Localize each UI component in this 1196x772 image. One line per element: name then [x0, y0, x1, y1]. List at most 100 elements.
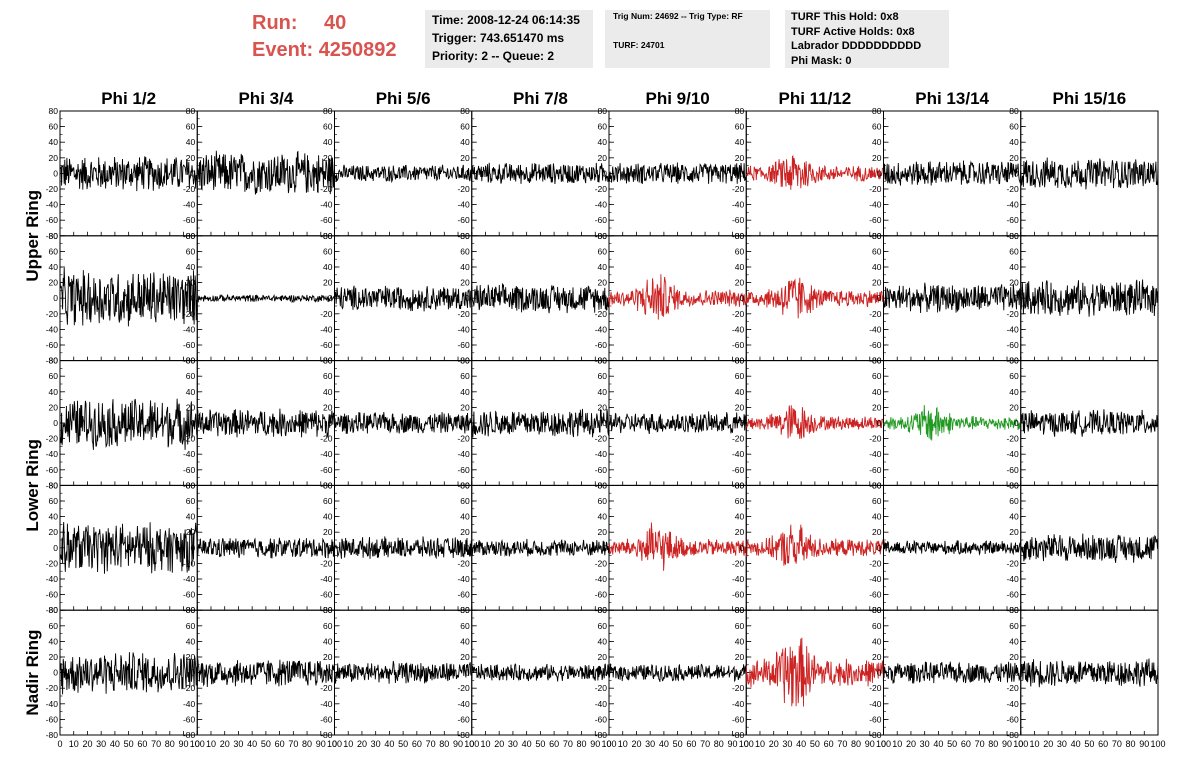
x-tick-label: 30 — [782, 739, 792, 749]
y-tick-label: -60 — [457, 465, 470, 475]
y-tick-label: 20 — [1009, 153, 1019, 163]
waveform-trace — [59, 267, 198, 327]
y-tick-label: 0 — [191, 293, 196, 303]
y-tick-label: 40 — [872, 387, 882, 397]
y-tick-label: 0 — [602, 168, 607, 178]
waveform-trace — [608, 411, 747, 435]
x-tick-label: 100 — [464, 739, 479, 749]
y-tick-label: 20 — [735, 652, 745, 662]
y-tick-label: 40 — [460, 512, 470, 522]
waveform-trace — [883, 160, 1022, 186]
waveform-trace — [196, 658, 335, 688]
y-tick-label: 20 — [735, 402, 745, 412]
x-tick-label: 20 — [631, 739, 641, 749]
column-title: Phi 11/12 — [778, 89, 851, 108]
y-tick-label: -80 — [46, 231, 59, 241]
y-tick-label: 20 — [735, 527, 745, 537]
y-tick-label: 40 — [186, 387, 196, 397]
y-tick-label: -60 — [595, 215, 608, 225]
trig-line: Trig Num: 24692 -- Trig Type: RF — [613, 11, 743, 21]
y-tick-label: 20 — [323, 278, 333, 288]
y-tick-label: 40 — [460, 137, 470, 147]
y-tick-label: 40 — [735, 262, 745, 272]
y-tick-label: 80 — [186, 231, 196, 241]
waveform-trace — [608, 663, 747, 683]
y-tick-label: 80 — [186, 605, 196, 615]
y-tick-label: 40 — [735, 636, 745, 646]
y-tick-label: 80 — [1009, 106, 1019, 116]
y-tick-label: 0 — [191, 668, 196, 678]
y-tick-label: 80 — [323, 231, 333, 241]
y-tick-label: -40 — [183, 324, 196, 334]
y-tick-label: -20 — [869, 683, 882, 693]
y-tick-label: 80 — [323, 605, 333, 615]
y-tick-label: -20 — [457, 309, 470, 319]
y-tick-label: 40 — [323, 512, 333, 522]
y-tick-label: 0 — [328, 418, 333, 428]
x-tick-label: 50 — [124, 739, 134, 749]
y-tick-label: 20 — [1009, 652, 1019, 662]
y-tick-label: -20 — [183, 558, 196, 568]
y-tick-label: 0 — [1014, 293, 1019, 303]
waveform-trace — [1020, 157, 1159, 190]
y-tick-label: 0 — [740, 543, 745, 553]
time-line: Time: 2008-12-24 06:14:35 — [432, 13, 580, 27]
y-tick-label: 0 — [877, 168, 882, 178]
y-tick-label: 20 — [186, 527, 196, 537]
x-tick-label: 0 — [332, 739, 337, 749]
event-value: 4250892 — [318, 39, 397, 61]
y-tick-label: -40 — [1006, 449, 1019, 459]
y-tick-label: -20 — [183, 309, 196, 319]
y-tick-label: -20 — [595, 558, 608, 568]
y-tick-label: -80 — [46, 605, 59, 615]
y-tick-label: -80 — [46, 730, 59, 740]
waveform-trace — [883, 539, 1022, 556]
y-tick-label: 60 — [872, 122, 882, 132]
x-tick-label: 80 — [851, 739, 861, 749]
y-tick-label: -40 — [869, 574, 882, 584]
waveform-trace — [1020, 533, 1159, 563]
y-tick-label: -80 — [46, 480, 59, 490]
x-tick-label: 70 — [1112, 739, 1122, 749]
waveform-trace — [746, 524, 884, 566]
y-tick-label: 40 — [186, 137, 196, 147]
waveform-trace — [196, 408, 335, 438]
y-tick-label: -40 — [732, 324, 745, 334]
y-tick-label: 20 — [323, 527, 333, 537]
y-tick-label: 80 — [1009, 356, 1019, 366]
waveform-trace — [334, 411, 473, 434]
y-tick-label: 40 — [49, 512, 59, 522]
y-tick-label: -20 — [320, 683, 333, 693]
x-tick-label: 10 — [1029, 739, 1039, 749]
y-tick-label: 60 — [186, 246, 196, 256]
x-tick-label: 100 — [327, 739, 342, 749]
y-tick-label: 40 — [460, 636, 470, 646]
y-tick-label: 20 — [49, 278, 59, 288]
turf-line: TURF: 24701 — [613, 40, 665, 50]
y-tick-label: 80 — [460, 480, 470, 490]
x-tick-label: 10 — [892, 739, 902, 749]
y-tick-label: 0 — [1014, 168, 1019, 178]
y-tick-label: 60 — [872, 496, 882, 506]
y-tick-label: 40 — [460, 387, 470, 397]
y-tick-label: -40 — [457, 200, 470, 210]
y-tick-label: 80 — [460, 106, 470, 116]
y-tick-label: -60 — [869, 340, 882, 350]
x-tick-label: 50 — [1084, 739, 1094, 749]
x-tick-label: 60 — [824, 739, 834, 749]
y-tick-label: -20 — [595, 184, 608, 194]
y-tick-label: 60 — [1009, 621, 1019, 631]
y-tick-label: 80 — [735, 106, 745, 116]
y-tick-label: -60 — [183, 590, 196, 600]
y-tick-label: 40 — [598, 512, 608, 522]
y-tick-label: 40 — [186, 512, 196, 522]
y-tick-label: 0 — [465, 543, 470, 553]
x-tick-label: 90 — [453, 739, 463, 749]
x-tick-label: 0 — [57, 739, 62, 749]
y-tick-label: 0 — [1014, 543, 1019, 553]
y-tick-label: 60 — [598, 621, 608, 631]
x-tick-label: 100 — [1013, 739, 1028, 749]
x-tick-label: 0 — [195, 739, 200, 749]
y-tick-label: 20 — [186, 278, 196, 288]
